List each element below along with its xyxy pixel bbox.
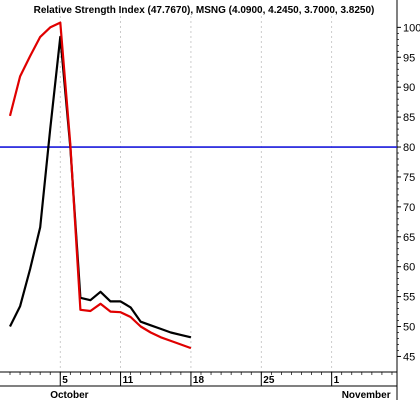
y-tick-label: 60: [403, 262, 415, 274]
y-tick-label: 90: [403, 82, 415, 94]
y-tick-label: 80: [403, 142, 415, 154]
x-axis-labels: 5 11 18 25 1 October November: [50, 375, 391, 401]
y-tick-label: 100: [403, 22, 420, 34]
y-tick-label: 55: [403, 292, 415, 304]
x-tick-label: 11: [123, 375, 134, 386]
x-tick-label: 1: [334, 375, 340, 386]
month-label: October: [50, 390, 88, 400]
month-label: November: [342, 390, 391, 400]
y-tick-label: 85: [403, 112, 415, 124]
x-tick-label: 18: [193, 375, 205, 386]
axes: [0, 0, 401, 400]
price-line: [8, 21, 192, 350]
chart-title: Relative Strength Index (47.7670), MSNG …: [34, 5, 375, 16]
y-tick-label: 45: [403, 351, 415, 363]
series-lines: [8, 21, 192, 350]
y-axis-labels: 45 50 55 60 65 70 75 80 85 90 95 100: [403, 22, 420, 363]
y-tick-label: 50: [403, 322, 415, 334]
y-tick-label: 95: [403, 52, 415, 64]
y-tick-label: 75: [403, 172, 415, 184]
y-tick-label: 65: [403, 232, 415, 244]
x-tick-label: 5: [62, 375, 68, 386]
y-tick-label: 70: [403, 202, 415, 214]
x-tick-label: 25: [263, 375, 275, 386]
gridlines: [59, 16, 333, 372]
rsi-line: [9, 35, 192, 339]
